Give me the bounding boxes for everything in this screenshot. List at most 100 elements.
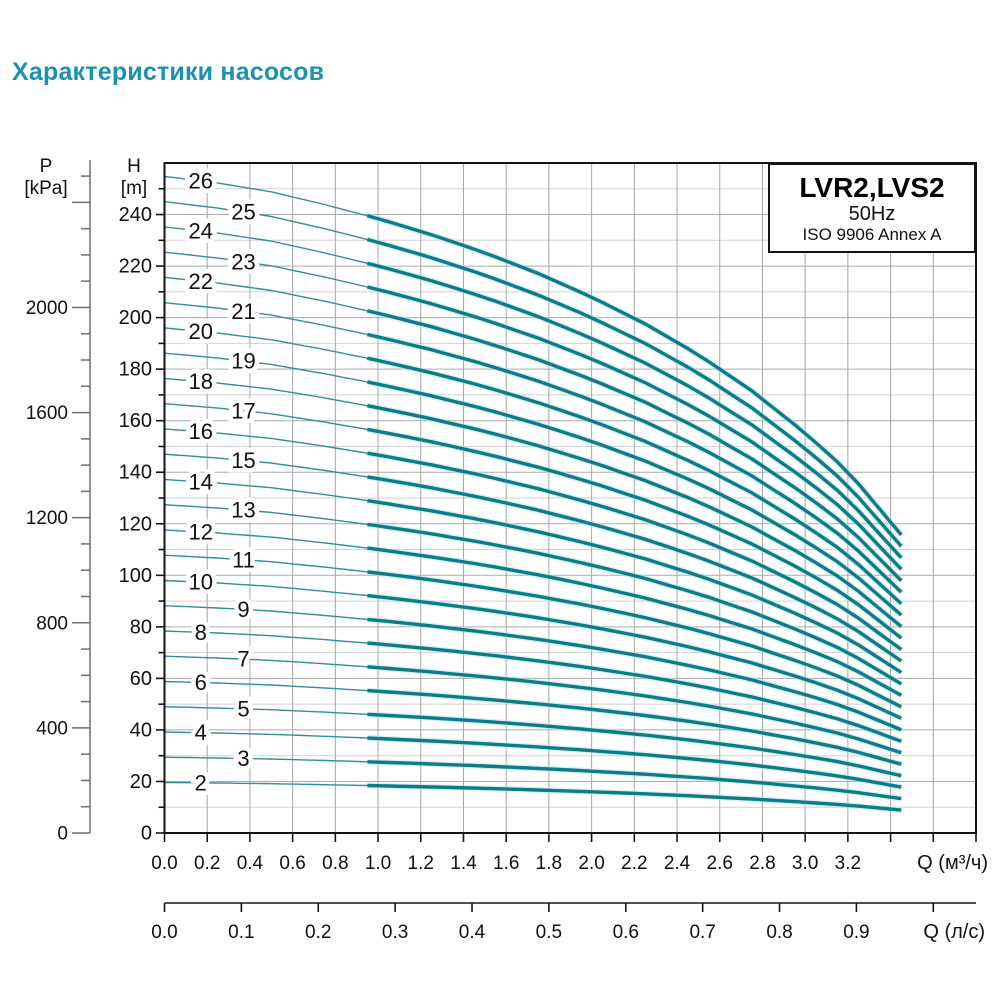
- p-axis-label-800: 800: [36, 613, 68, 634]
- pump-curve-7: [367, 665, 902, 755]
- curve-label-7: 7: [237, 647, 249, 672]
- p-axis-name: P: [40, 156, 53, 177]
- curve-label-12: 12: [189, 520, 213, 545]
- x-tick-label-0.6: 0.6: [279, 853, 305, 874]
- h-axis-label-40: 40: [130, 719, 152, 741]
- pump-curve-thin-21: [164, 302, 379, 338]
- pump-curve-thin-20: [164, 327, 379, 362]
- curve-label-9: 9: [237, 597, 249, 622]
- x-tick-label-1.0: 1.0: [365, 853, 391, 874]
- curve-label-6: 6: [195, 670, 207, 695]
- pump-curve-15: [367, 475, 903, 663]
- x2-tick-label-0.9: 0.9: [843, 922, 869, 943]
- curve-label-20: 20: [189, 319, 213, 344]
- p-axis-label-1600: 1600: [26, 403, 68, 424]
- p-axis-label-2000: 2000: [26, 298, 68, 319]
- pump-curve-25: [366, 237, 903, 548]
- x2-tick-label-0.1: 0.1: [228, 922, 254, 943]
- pump-curve-thin-14: [164, 478, 379, 503]
- pump-curve-17: [367, 427, 903, 640]
- x2-tick-label-0.3: 0.3: [382, 922, 408, 943]
- pump-curve-thin-19: [164, 352, 379, 385]
- pump-curve-21: [367, 332, 903, 594]
- curve-label-3: 3: [237, 746, 249, 771]
- pump-curve-thin-6: [164, 680, 379, 692]
- pump-curve-24: [366, 261, 903, 559]
- curve-label-5: 5: [237, 696, 249, 721]
- curve-label-21: 21: [231, 299, 255, 324]
- pump-curve-thin-22: [164, 276, 379, 314]
- x2-tick-label-0.8: 0.8: [766, 922, 792, 943]
- h-axis-unit: [m]: [121, 178, 147, 199]
- x-tick-label-1.8: 1.8: [536, 853, 562, 874]
- curve-label-8: 8: [195, 620, 207, 645]
- x-tick-label-0.8: 0.8: [322, 853, 348, 874]
- pump-curve-thin-24: [164, 226, 379, 267]
- curve-label-4: 4: [195, 720, 207, 745]
- pump-curve-5: [367, 712, 902, 778]
- pump-curve-thin-8: [164, 630, 379, 645]
- curve-label-15: 15: [231, 448, 255, 473]
- x2-tick-label-0.5: 0.5: [536, 922, 562, 943]
- p-axis-unit: [kPa]: [24, 178, 67, 199]
- x-axis-secondary-unit-label: Q (л/с): [923, 921, 985, 943]
- pump-curve-thin-2: [164, 781, 379, 787]
- x2-tick-label-0.4: 0.4: [459, 922, 486, 943]
- x2-tick-label-0.0: 0.0: [151, 922, 177, 943]
- h-axis-label-200: 200: [119, 307, 152, 329]
- h-axis-label-240: 240: [119, 204, 152, 226]
- p-axis-label-0: 0: [57, 824, 68, 845]
- legend-box: LVR2,LVS2 50Hz ISO 9906 Annex A: [768, 163, 976, 253]
- pump-curve-22: [367, 309, 903, 582]
- x-tick-label-0.0: 0.0: [151, 853, 177, 874]
- h-axis-label-120: 120: [119, 513, 152, 535]
- curve-label-19: 19: [231, 349, 255, 374]
- x-tick-label-0.2: 0.2: [194, 853, 220, 874]
- x-tick-label-1.2: 1.2: [408, 853, 434, 874]
- pump-curve-16: [367, 451, 903, 651]
- pump-curve-thin-10: [164, 579, 379, 598]
- pump-curve-thin-17: [164, 403, 379, 432]
- x-axis-primary-unit-label: Q (м³/ч): [917, 852, 988, 874]
- curve-label-24: 24: [189, 219, 213, 244]
- curve-label-10: 10: [189, 570, 213, 595]
- pump-curve-thin-4: [164, 731, 379, 740]
- h-axis-label-0: 0: [141, 823, 152, 845]
- h-axis-name: H: [127, 156, 141, 177]
- h-axis-label-60: 60: [130, 668, 152, 690]
- x-tick-label-0.4: 0.4: [237, 853, 264, 874]
- x2-tick-label-0.7: 0.7: [689, 922, 715, 943]
- pump-curve-14: [367, 499, 903, 674]
- pump-curve-thin-9: [164, 605, 379, 621]
- pump-curve-thin-15: [164, 453, 379, 480]
- pump-curve-12: [367, 546, 903, 697]
- x-tick-label-3.2: 3.2: [835, 853, 861, 874]
- legend-standard-label: ISO 9906 Annex A: [802, 225, 942, 244]
- pump-curve-thin-12: [164, 529, 379, 551]
- pump-curve-thin-5: [164, 706, 379, 716]
- x-tick-label-2.8: 2.8: [749, 853, 775, 874]
- curve-label-22: 22: [189, 269, 213, 294]
- x-tick-label-2.4: 2.4: [664, 853, 691, 874]
- x-tick-label-3.0: 3.0: [792, 853, 818, 874]
- curve-label-14: 14: [189, 469, 213, 494]
- pump-curve-8: [367, 641, 902, 743]
- pump-curve-6: [367, 688, 902, 766]
- x-tick-label-2.2: 2.2: [621, 853, 647, 874]
- h-axis-label-80: 80: [130, 616, 152, 638]
- h-axis-label-160: 160: [119, 410, 152, 432]
- pump-curve-3: [367, 760, 902, 801]
- p-axis-label-1200: 1200: [26, 508, 68, 529]
- pump-curve-11: [367, 570, 903, 709]
- x2-tick-label-0.2: 0.2: [305, 922, 331, 943]
- pump-curve-thin-7: [164, 655, 379, 669]
- curve-label-25: 25: [231, 200, 255, 225]
- x2-tick-label-0.6: 0.6: [613, 922, 639, 943]
- pump-curve-19: [367, 380, 903, 617]
- curve-label-13: 13: [231, 498, 255, 523]
- x-tick-label-1.4: 1.4: [450, 853, 477, 874]
- curve-label-17: 17: [231, 398, 255, 423]
- pump-curve-thin-3: [164, 756, 379, 763]
- legend-frequency-label: 50Hz: [848, 203, 896, 225]
